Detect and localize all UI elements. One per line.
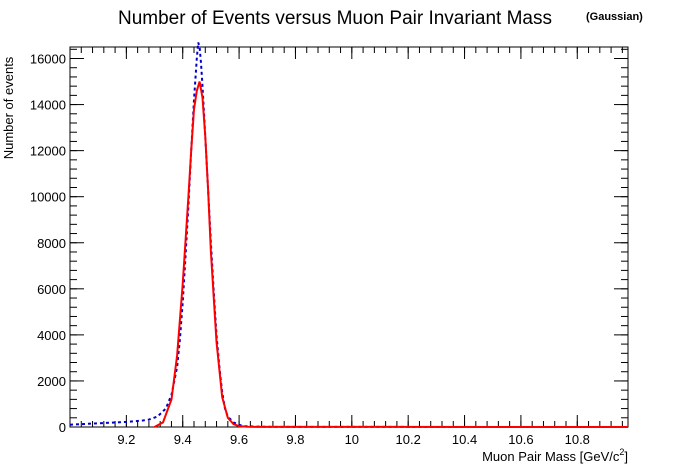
y-tick-label: 6000 [37, 282, 66, 297]
gaussian-fit-series [154, 81, 628, 428]
x-tick-label: 9.2 [117, 432, 135, 447]
y-tick-label: 10000 [30, 190, 66, 205]
x-axis-label: Muon Pair Mass [GeV/c2] [482, 447, 628, 464]
y-tick-label: 0 [59, 420, 66, 435]
x-tick-label: 9.8 [286, 432, 304, 447]
y-tick-label: 14000 [30, 98, 66, 113]
data-histogram-series [69, 42, 628, 428]
y-axis-label: Number of events [1, 56, 16, 159]
x-tick-label: 9.4 [174, 432, 192, 447]
y-tick-label: 2000 [37, 374, 66, 389]
x-tick-labels: 9.2 9.4 9.6 9.8 10 10.2 10.4 10.6 10.8 [117, 432, 590, 447]
x-tick-label: 10.6 [508, 432, 533, 447]
x-tick-label: 10.2 [396, 432, 421, 447]
y-tick-label: 4000 [37, 328, 66, 343]
chart-title: Number of Events versus Muon Pair Invari… [118, 8, 552, 29]
x-tick-label: 10.4 [452, 432, 477, 447]
plot-frame [69, 46, 629, 428]
x-tick-label: 9.6 [230, 432, 248, 447]
chart-subtitle: (Gaussian) [586, 11, 643, 23]
x-tick-label: 10 [345, 432, 359, 447]
y-tick-label: 12000 [30, 144, 66, 159]
y-tick-labels: 0 2000 4000 6000 8000 10000 12000 14000 16000 [30, 52, 66, 435]
axis-ticks [69, 47, 628, 428]
y-tick-label: 16000 [30, 52, 66, 67]
x-tick-label: 10.8 [565, 432, 590, 447]
y-tick-label: 8000 [37, 236, 66, 251]
